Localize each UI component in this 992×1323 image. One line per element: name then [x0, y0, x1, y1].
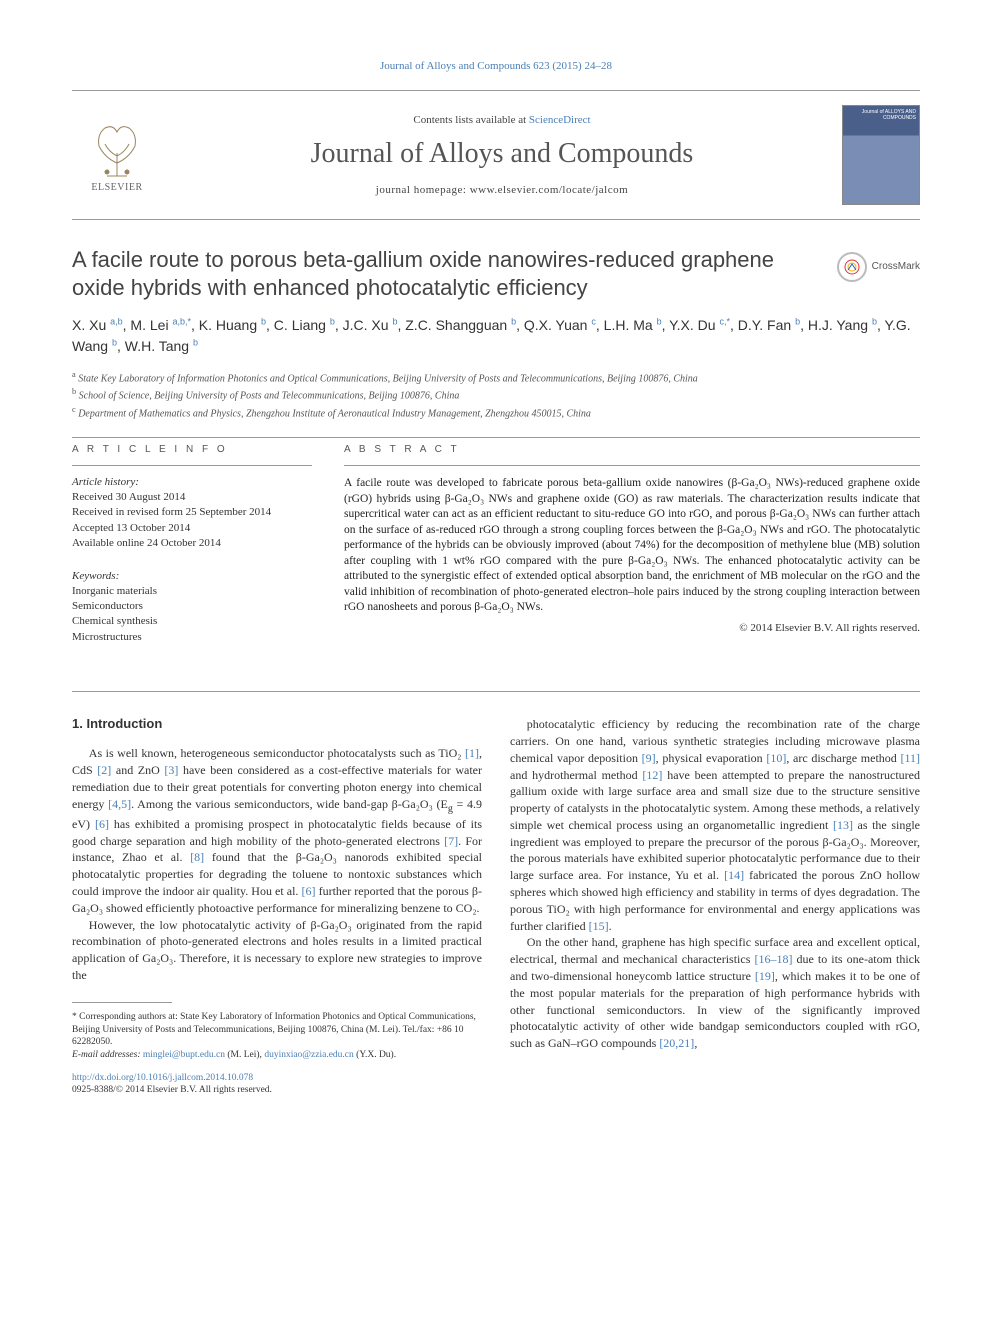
crossmark-label: CrossMark [872, 261, 920, 274]
history-line: Received in revised form 25 September 20… [72, 505, 312, 520]
keywords-label: Keywords: [72, 570, 312, 582]
keyword: Microstructures [72, 630, 312, 645]
footnote-correspondence: * Corresponding authors at: State Key La… [72, 1011, 482, 1062]
publisher-logo[interactable]: ELSEVIER [72, 118, 162, 193]
journal-homepage: journal homepage: www.elsevier.com/locat… [182, 184, 822, 196]
crossmark-icon [837, 252, 867, 282]
contents-prefix: Contents lists available at [413, 114, 528, 126]
keyword: Semiconductors [72, 599, 312, 614]
homepage-prefix: journal homepage: [376, 184, 470, 196]
elsevier-tree-icon [87, 118, 147, 180]
issn-line: 0925-8388/© 2014 Elsevier B.V. All right… [72, 1085, 272, 1095]
bottom-meta: http://dx.doi.org/10.1016/j.jallcom.2014… [72, 1072, 482, 1097]
journal-masthead: ELSEVIER Contents lists available at Sci… [72, 90, 920, 220]
publisher-name: ELSEVIER [91, 182, 142, 193]
body-right: photocatalytic efficiency by reducing th… [510, 716, 920, 1052]
email-label: E-mail addresses: [72, 1050, 141, 1060]
abstract-copyright: © 2014 Elsevier B.V. All rights reserved… [344, 622, 920, 634]
intro-heading: 1. Introduction [72, 716, 482, 731]
sciencedirect-link[interactable]: ScienceDirect [529, 114, 591, 126]
article-info-head: A R T I C L E I N F O [72, 444, 312, 455]
keyword: Inorganic materials [72, 584, 312, 599]
corresponding-author: * Corresponding authors at: State Key La… [72, 1011, 482, 1049]
author-list: X. Xu a,b, M. Lei a,b,*, K. Huang b, C. … [72, 315, 920, 357]
email-2[interactable]: duyinxiao@zzia.edu.cn [264, 1050, 353, 1060]
email-1-who: (M. Lei), [227, 1050, 262, 1060]
body-left: As is well known, heterogeneous semicond… [72, 745, 482, 984]
history-line: Available online 24 October 2014 [72, 536, 312, 551]
journal-cover-thumbnail[interactable]: Journal of ALLOYS AND COMPOUNDS [842, 105, 920, 205]
homepage-url[interactable]: www.elsevier.com/locate/jalcom [470, 184, 628, 196]
abstract-text: A facile route was developed to fabricat… [344, 476, 920, 616]
journal-reference: Journal of Alloys and Compounds 623 (201… [72, 60, 920, 72]
history-line: Accepted 13 October 2014 [72, 521, 312, 536]
history-line: Received 30 August 2014 [72, 490, 312, 505]
email-1[interactable]: minglei@bupt.edu.cn [143, 1050, 225, 1060]
history-label: Article history: [72, 476, 312, 488]
journal-name: Journal of Alloys and Compounds [182, 138, 822, 170]
crossmark-widget[interactable]: CrossMark [837, 252, 920, 282]
cover-title: Journal of ALLOYS AND COMPOUNDS [843, 110, 916, 121]
abstract-head: A B S T R A C T [344, 444, 920, 455]
keywords-block: Keywords: Inorganic materialsSemiconduct… [72, 570, 312, 646]
affiliations: a State Key Laboratory of Information Ph… [72, 369, 920, 421]
doi-link[interactable]: http://dx.doi.org/10.1016/j.jallcom.2014… [72, 1073, 253, 1083]
article-history: Article history: Received 30 August 2014… [72, 476, 312, 552]
keyword: Chemical synthesis [72, 614, 312, 629]
contents-link-line: Contents lists available at ScienceDirec… [182, 114, 822, 126]
email-2-who: (Y.X. Du). [356, 1050, 396, 1060]
article-title: A facile route to porous beta-gallium ox… [72, 246, 920, 301]
article-title-text: A facile route to porous beta-gallium ox… [72, 247, 774, 300]
